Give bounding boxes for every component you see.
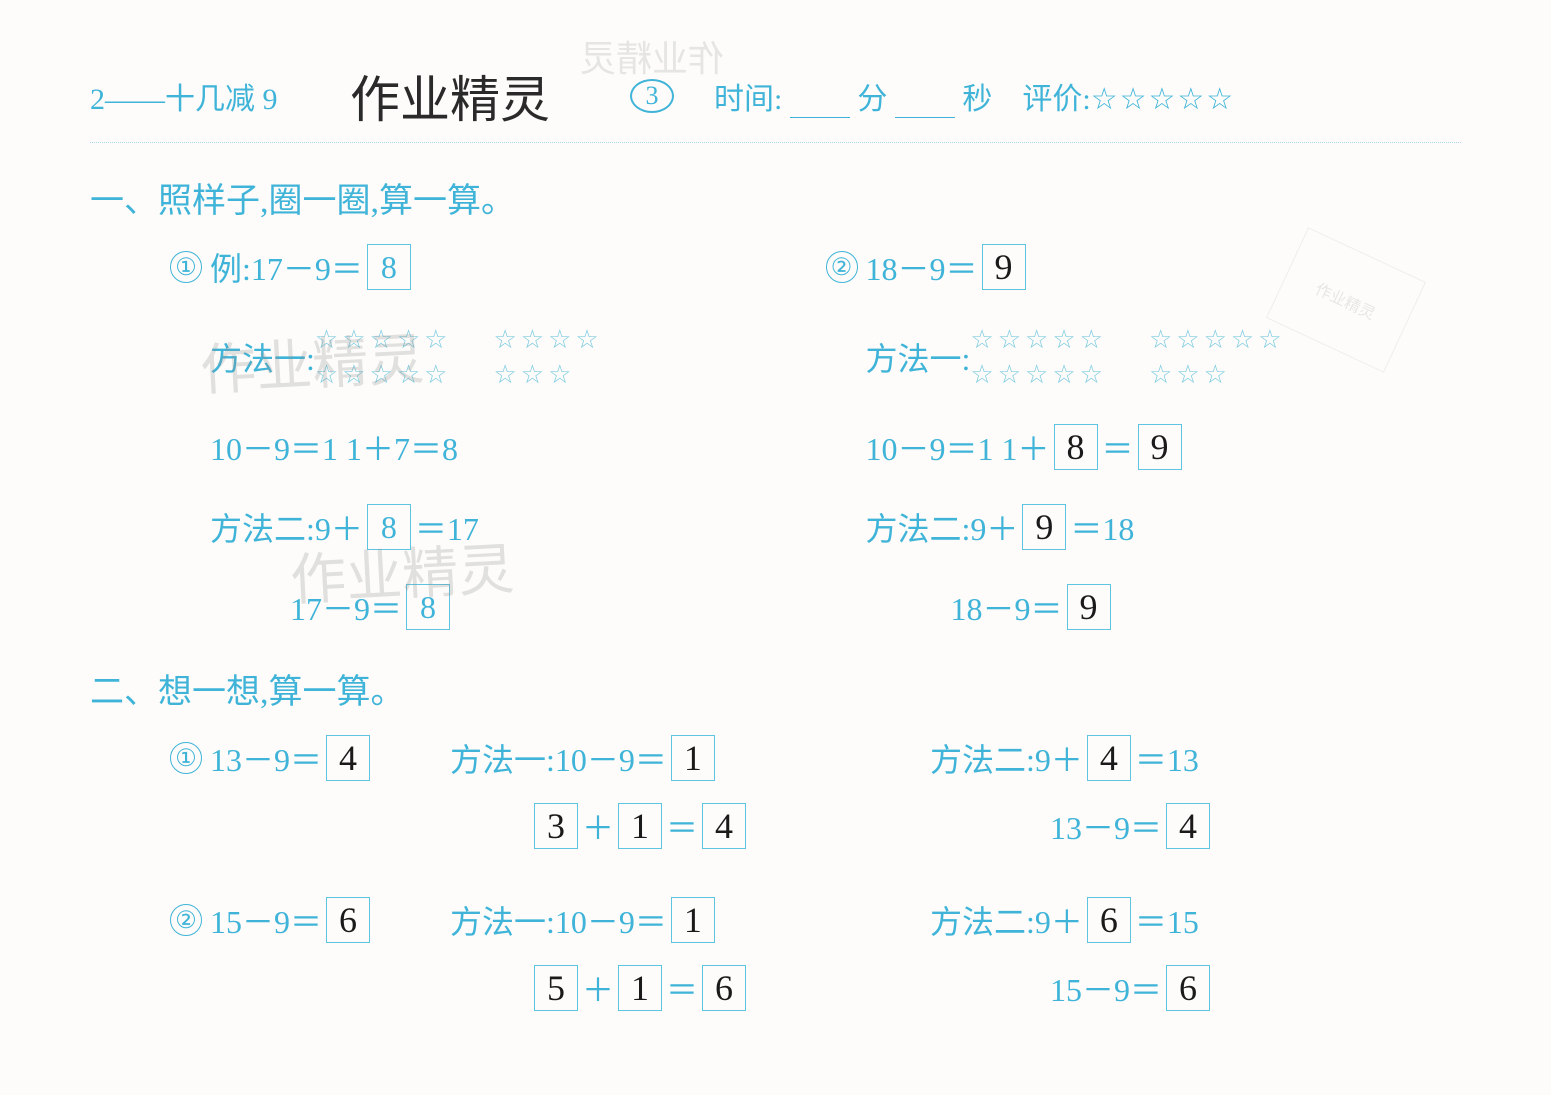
problem-number-2: ② — [826, 251, 858, 283]
problem-number-1: ① — [170, 251, 202, 283]
p2-m1-box1[interactable]: 8 — [1054, 424, 1098, 470]
p1-final-ans: 8 — [406, 584, 450, 630]
s2p2-m2-pre: 9＋ — [1035, 897, 1083, 943]
s2p1-m1b-b1[interactable]: 3 — [534, 803, 578, 849]
stars-group: ☆☆☆ — [1149, 360, 1231, 389]
p1-m2-pre: 9＋ — [315, 504, 363, 550]
s2p1-m2-pre: 9＋ — [1035, 735, 1083, 781]
p2-m1-equation: 10－9＝1 1＋ — [866, 424, 1050, 470]
equals-sign: ＝ — [666, 965, 698, 1011]
stars-group: ☆☆☆☆☆ — [970, 360, 1107, 389]
chapter-label: 2——十几减 9 — [90, 74, 350, 118]
section1-title: 一、照样子,圈一圈,算一算。 — [90, 173, 1461, 222]
plus-sign: ＋ — [582, 803, 614, 849]
p2-final-ans[interactable]: 9 — [1067, 584, 1111, 630]
s2p1-m2-label: 方法二: — [930, 735, 1035, 781]
s2p2-m1b-b3[interactable]: 6 — [702, 965, 746, 1011]
s2p2-ans[interactable]: 6 — [326, 897, 370, 943]
s2p2-m1b-b2[interactable]: 1 — [618, 965, 662, 1011]
p2-m2-post: ＝18 — [1070, 504, 1134, 550]
second-blank[interactable] — [895, 88, 955, 118]
section1-row-m1eq: 10－9＝1 1＋7＝8 10－9＝1 1＋ 8 ＝ 9 — [90, 422, 1461, 486]
s2p2-m1b-b1[interactable]: 5 — [534, 965, 578, 1011]
section1-row-method1: 方法一: ☆☆☆☆☆ ☆☆☆☆ ☆☆☆☆☆ ☆☆☆ 方法一: ☆☆☆☆☆ ☆☆☆… — [90, 322, 1461, 406]
page-header: 2——十几减 9 作业精灵 3 时间: 分 秒 评价:☆☆☆☆☆ — [90, 60, 1461, 143]
s2p2-eq: 15－9＝ — [210, 897, 322, 943]
rating-stars: ☆☆☆☆☆ — [1091, 83, 1235, 116]
p1-final-eq: 17－9＝ — [290, 584, 402, 630]
section1-row-method2: 方法二: 9＋ 8 ＝17 方法二: 9＋ 9 ＝18 — [90, 502, 1461, 566]
s2p1-m1b-b2[interactable]: 1 — [618, 803, 662, 849]
s2p1-ans[interactable]: 4 — [326, 735, 370, 781]
p1-m2-box: 8 — [367, 504, 411, 550]
s2-problem-number-2: ② — [170, 904, 202, 936]
p1-method2-label: 方法二: — [210, 504, 315, 550]
page-number: 3 — [630, 79, 674, 113]
p1-method1-label: 方法一: — [210, 334, 315, 380]
s2p1-m2-box[interactable]: 4 — [1087, 735, 1131, 781]
s2p2-m2b-ans[interactable]: 6 — [1166, 965, 1210, 1011]
s2p1-m2-post: ＝13 — [1135, 735, 1199, 781]
section1-row-final: 17－9＝ 8 18－9＝ 9 — [90, 582, 1461, 646]
stars-group: ☆☆☆☆☆ — [315, 325, 452, 354]
watermark-top: 作业精灵 — [580, 30, 724, 82]
stars-group: ☆☆☆ — [493, 360, 575, 389]
section1-row-eq: ① 例: 17－9＝ 8 ② 18－9＝ 9 — [90, 242, 1461, 306]
s2p1-eq: 13－9＝ — [210, 735, 322, 781]
p2-equation: 18－9＝ — [866, 244, 978, 290]
s2p2-m1-label: 方法一: — [450, 897, 555, 943]
minute-blank[interactable] — [790, 88, 850, 118]
p2-method1-label: 方法一: — [866, 334, 971, 380]
p2-m2-box[interactable]: 9 — [1022, 504, 1066, 550]
page-title-handwritten: 作业精灵 — [350, 60, 550, 132]
p1-stars: ☆☆☆☆☆ ☆☆☆☆ ☆☆☆☆☆ ☆☆☆ — [315, 322, 603, 392]
p2-method2-label: 方法二: — [866, 504, 971, 550]
stars-group: ☆☆☆☆☆ — [1149, 325, 1286, 354]
s2p2-m1-eq: 10－9＝ — [555, 897, 667, 943]
p1-answer-box: 8 — [367, 244, 411, 290]
p2-answer-box[interactable]: 9 — [982, 244, 1026, 290]
p2-m2-pre: 9＋ — [970, 504, 1018, 550]
s2p1-m1b-b3[interactable]: 4 — [702, 803, 746, 849]
s2p1-m1-eq: 10－9＝ — [555, 735, 667, 781]
s2p1-m2b-eq: 13－9＝ — [1050, 803, 1162, 849]
worksheet-page: 2——十几减 9 作业精灵 3 时间: 分 秒 评价:☆☆☆☆☆ 一、照样子,圈… — [0, 0, 1551, 1087]
s2p2-m2b-eq: 15－9＝ — [1050, 965, 1162, 1011]
p2-m1-box2[interactable]: 9 — [1138, 424, 1182, 470]
plus-sign: ＋ — [582, 965, 614, 1011]
equals-sign: ＝ — [666, 803, 698, 849]
rating-label: 评价: — [1022, 83, 1090, 116]
p2-m1-equals: ＝ — [1102, 424, 1134, 470]
p2-stars: ☆☆☆☆☆ ☆☆☆☆☆ ☆☆☆☆☆ ☆☆☆ — [970, 322, 1285, 392]
time-text: 时间: — [714, 83, 782, 116]
time-label: 时间: 分 秒 — [714, 74, 992, 118]
rating: 评价:☆☆☆☆☆ — [1022, 74, 1235, 118]
s2-p1-row: ① 13－9＝ 4 方法一: 10－9＝ 1 3 ＋ 1 ＝ 4 方法二: 9＋ — [90, 733, 1461, 865]
p1-m1-equation: 10－9＝1 1＋7＝8 — [210, 424, 458, 470]
p1-equation: 17－9＝ — [251, 244, 363, 290]
section2-title: 二、想一想,算一算。 — [90, 664, 1461, 713]
example-label: 例: — [210, 244, 251, 290]
minute-unit: 分 — [857, 83, 887, 116]
s2p2-m2-label: 方法二: — [930, 897, 1035, 943]
stars-group: ☆☆☆☆ — [493, 325, 602, 354]
s2-problem-number-1: ① — [170, 742, 202, 774]
s2p1-m1-ans[interactable]: 1 — [671, 735, 715, 781]
p1-m2-post: ＝17 — [415, 504, 479, 550]
stars-group: ☆☆☆☆☆ — [970, 325, 1107, 354]
s2p2-m1-ans[interactable]: 1 — [671, 897, 715, 943]
s2p2-m2-box[interactable]: 6 — [1087, 897, 1131, 943]
p2-final-eq: 18－9＝ — [951, 584, 1063, 630]
stars-group: ☆☆☆☆☆ — [315, 360, 452, 389]
s2p2-m2-post: ＝15 — [1135, 897, 1199, 943]
s2p1-m1-label: 方法一: — [450, 735, 555, 781]
s2p1-m2b-ans[interactable]: 4 — [1166, 803, 1210, 849]
s2-p2-row: ② 15－9＝ 6 方法一: 10－9＝ 1 5 ＋ 1 ＝ 6 方法二: 9＋ — [90, 895, 1461, 1027]
second-unit: 秒 — [962, 83, 992, 116]
